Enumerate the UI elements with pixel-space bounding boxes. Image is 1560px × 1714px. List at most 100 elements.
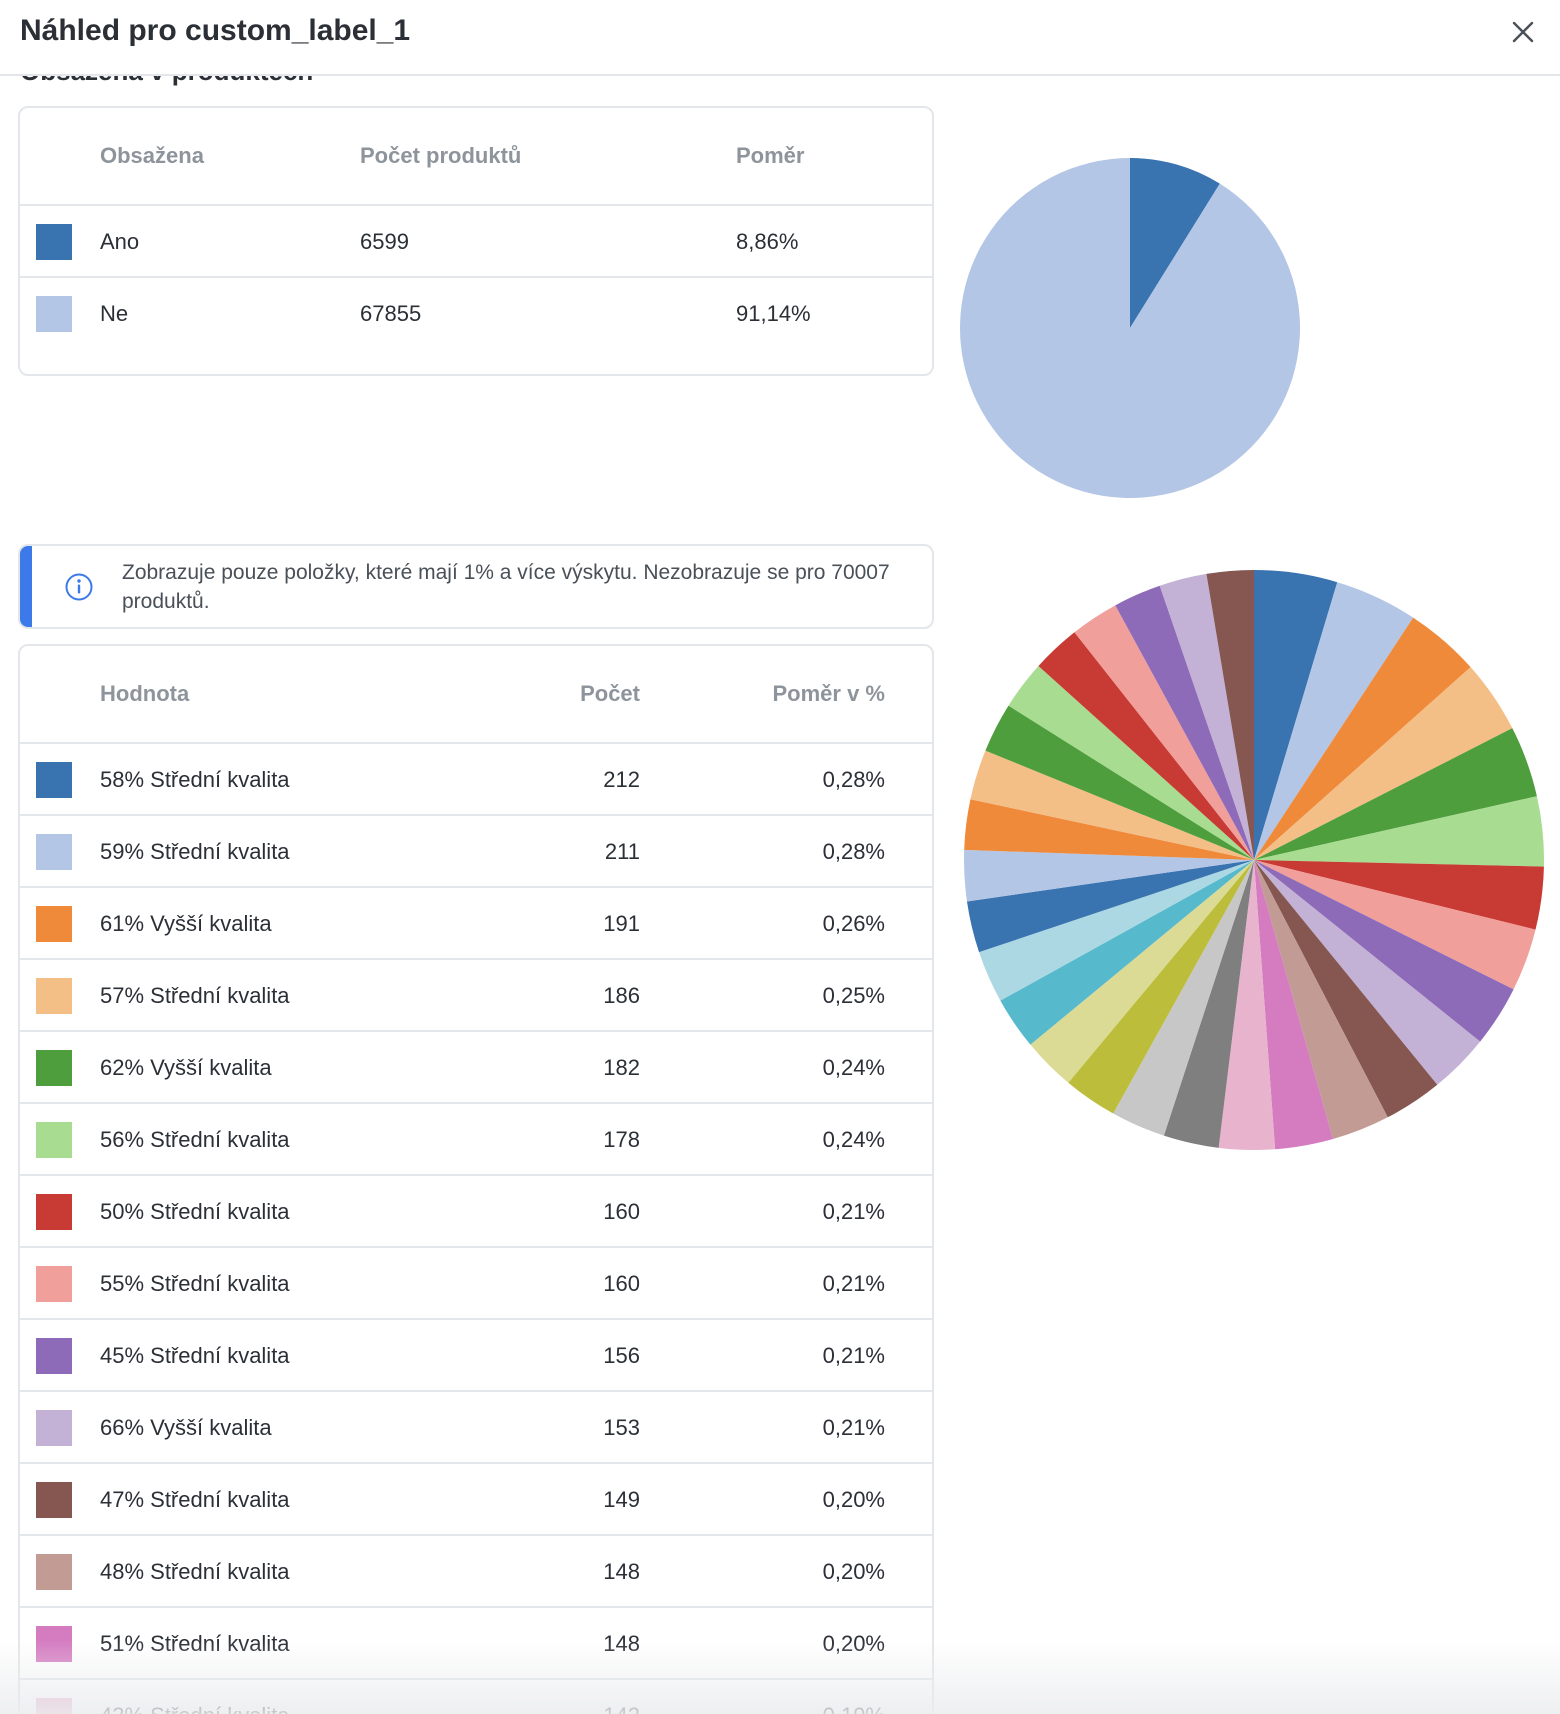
- row-count: 178: [603, 1127, 640, 1152]
- column-header-product-count[interactable]: Počet produktů: [360, 143, 522, 168]
- pie-slice[interactable]: [1159, 573, 1254, 860]
- color-swatch: [36, 762, 72, 798]
- pie-slice[interactable]: [979, 860, 1254, 1001]
- color-swatch: [36, 978, 72, 1014]
- pie-slice[interactable]: [1068, 860, 1254, 1114]
- color-swatch: [36, 224, 72, 260]
- color-swatch: [36, 1554, 72, 1590]
- table-row: Ne 67855 91,14%: [20, 278, 932, 350]
- pie-slice[interactable]: [1254, 860, 1388, 1140]
- color-swatch: [36, 296, 72, 332]
- row-ratio: 91,14%: [736, 301, 811, 326]
- table-row: 48% Střední kvalita 148 0,20%: [20, 1536, 932, 1608]
- color-swatch: [36, 1194, 72, 1230]
- pie-slice[interactable]: [1254, 860, 1544, 930]
- pie-slice[interactable]: [1254, 860, 1438, 1118]
- row-ratio: 0,20%: [822, 1487, 885, 1512]
- modal-title: Náhled pro custom_label_1: [20, 14, 411, 47]
- header-divider: [20, 742, 932, 744]
- pie-slice[interactable]: [1254, 860, 1514, 1042]
- values-table: Hodnota Počet Poměr v % 58% Střední kval…: [18, 644, 934, 1714]
- table-row: 59% Střední kvalita 211 0,28%: [20, 816, 932, 888]
- pie-slice[interactable]: [985, 705, 1254, 860]
- row-count: 6599: [360, 229, 409, 254]
- pie-slice[interactable]: [1030, 860, 1254, 1083]
- pie-slice[interactable]: [1008, 665, 1254, 860]
- pie-slice[interactable]: [1163, 860, 1254, 1148]
- row-ratio: 0,20%: [822, 1631, 885, 1656]
- pie-slice[interactable]: [1115, 585, 1254, 860]
- row-count: 153: [603, 1415, 640, 1440]
- close-icon[interactable]: [1508, 17, 1538, 47]
- column-header-ratio-percent[interactable]: Poměr v %: [772, 681, 886, 706]
- pie-slice[interactable]: [1218, 860, 1276, 1150]
- pie-slice[interactable]: [964, 799, 1254, 860]
- pie-slice[interactable]: [1254, 582, 1414, 860]
- header-divider: [20, 204, 932, 206]
- row-label: Ano: [100, 229, 140, 254]
- row-count: 211: [604, 839, 640, 864]
- values-pie-chart: [964, 570, 1544, 1150]
- table-row: 62% Vyšší kvalita 182 0,24%: [20, 1032, 932, 1104]
- info-box: Zobrazuje pouze položky, které mají 1% a…: [18, 544, 934, 629]
- row-ratio: 0,25%: [822, 983, 885, 1008]
- color-swatch: [36, 1410, 72, 1446]
- color-swatch: [36, 1482, 72, 1518]
- table-row: 55% Střední kvalita 160 0,21%: [20, 1248, 932, 1320]
- row-count: 148: [603, 1559, 640, 1584]
- row-count: 160: [603, 1199, 640, 1224]
- color-swatch: [36, 906, 72, 942]
- info-accent-bar: [20, 546, 32, 627]
- pie-slice[interactable]: [1254, 860, 1334, 1150]
- pie-slice[interactable]: [1254, 796, 1544, 867]
- column-header-value[interactable]: Hodnota: [100, 681, 190, 706]
- pie-slice[interactable]: [1130, 158, 1220, 328]
- row-label: Ne: [100, 301, 129, 326]
- color-swatch: [36, 1122, 72, 1158]
- pie-slice[interactable]: [966, 860, 1254, 953]
- column-header-contained[interactable]: Obsažena: [100, 143, 204, 168]
- pie-slice[interactable]: [1254, 570, 1338, 860]
- row-label: 45% Střední kvalita: [100, 1343, 290, 1368]
- pie-slice[interactable]: [1038, 632, 1254, 860]
- pie-slice[interactable]: [1000, 860, 1254, 1045]
- row-label: 51% Střední kvalita: [100, 1631, 290, 1656]
- contained-table: Obsažena Počet produktů Poměr Ano 6599 8,8…: [18, 106, 934, 376]
- row-ratio: 0,28%: [822, 839, 885, 864]
- pie-slice[interactable]: [1254, 860, 1536, 990]
- table-row: 56% Střední kvalita 178 0,24%: [20, 1104, 932, 1176]
- table-row: 61% Vyšší kvalita 191 0,26%: [20, 888, 932, 960]
- pie-slice[interactable]: [1254, 667, 1513, 860]
- pie-slice[interactable]: [1254, 617, 1471, 860]
- table-row: 50% Střední kvalita 160 0,21%: [20, 1176, 932, 1248]
- row-count: 148: [603, 1631, 640, 1656]
- row-label: 58% Střední kvalita: [100, 767, 290, 792]
- row-ratio: 0,24%: [822, 1055, 885, 1080]
- pie-slice[interactable]: [1254, 728, 1537, 860]
- pie-slice[interactable]: [964, 849, 1254, 902]
- row-label: 59% Střední kvalita: [100, 839, 290, 864]
- row-count: 160: [603, 1271, 640, 1296]
- pie-slice[interactable]: [1074, 605, 1254, 860]
- row-ratio: 8,86%: [736, 229, 799, 254]
- column-header-count[interactable]: Počet: [580, 681, 640, 706]
- row-label: 57% Střední kvalita: [100, 983, 290, 1008]
- row-count: 212: [603, 767, 640, 792]
- column-header-ratio[interactable]: Poměr: [736, 143, 805, 168]
- pie-slice[interactable]: [970, 750, 1254, 860]
- row-count: 67855: [360, 301, 422, 326]
- info-text: Zobrazuje pouze položky, které mají 1% a…: [122, 561, 890, 613]
- pie-slice[interactable]: [1113, 860, 1254, 1136]
- row-ratio: 0,28%: [822, 767, 885, 792]
- color-swatch: [36, 1050, 72, 1086]
- pie-slice[interactable]: [1254, 860, 1481, 1085]
- pie-slice[interactable]: [960, 158, 1300, 498]
- row-ratio: 0,20%: [822, 1559, 885, 1584]
- row-count: 182: [603, 1055, 640, 1080]
- row-count: 142: [520, 1680, 640, 1714]
- row-ratio: 0,21%: [822, 1343, 885, 1368]
- table-row: 57% Střední kvalita 186 0,25%: [20, 960, 932, 1032]
- pie-slice[interactable]: [1206, 570, 1254, 860]
- row-ratio: 0,26%: [822, 911, 885, 936]
- color-swatch: [36, 1266, 72, 1302]
